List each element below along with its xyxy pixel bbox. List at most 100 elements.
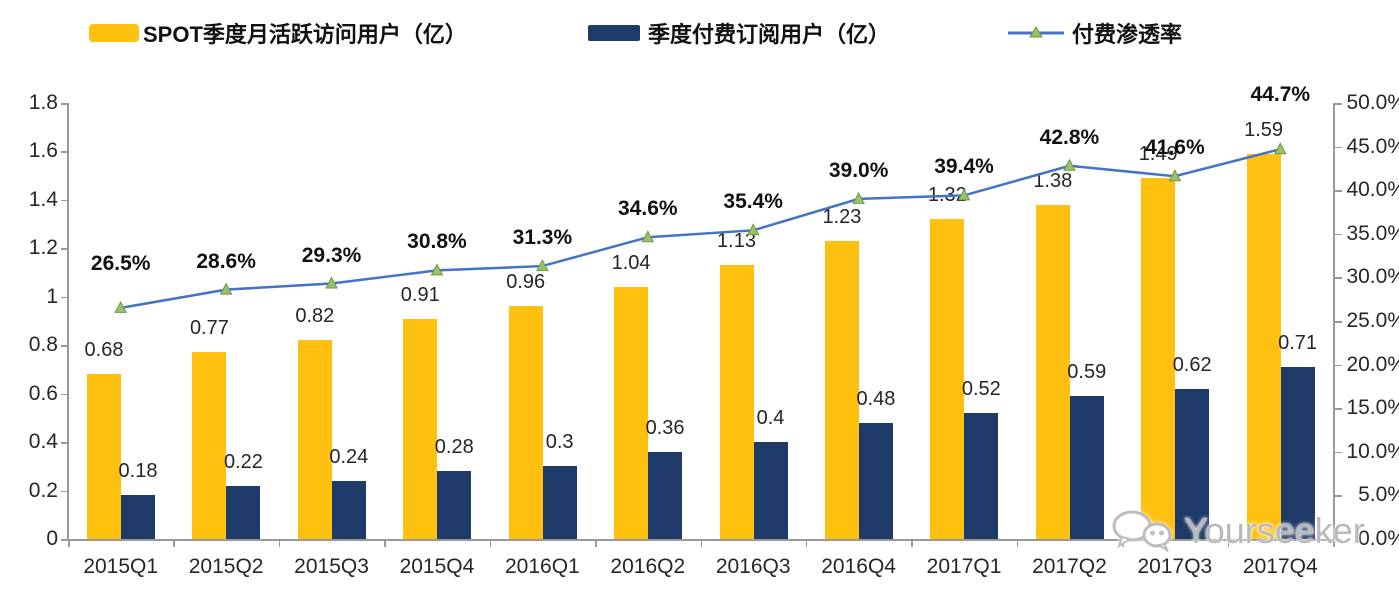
mau-bar (614, 287, 649, 539)
penetration-point-marker (1063, 158, 1076, 171)
watermark-text: Yourseeker (1184, 510, 1365, 551)
x-axis-label: 2015Q4 (399, 555, 475, 578)
legend-label-mau: SPOT季度月活跃访问用户（亿） (143, 22, 467, 47)
mau-bar (719, 265, 754, 539)
subscriber-bar (858, 422, 893, 539)
y-axis-right-label: 10.0% (1346, 439, 1399, 463)
mau-bar (192, 352, 227, 539)
subscriber-bar (1175, 388, 1210, 539)
x-axis-tick (1333, 541, 1335, 547)
mau-bar (403, 318, 438, 539)
y-axis-left-label: 1.8 (28, 91, 58, 114)
subscriber-bar (226, 485, 261, 539)
penetration-value-label: 39.4% (934, 155, 994, 179)
legend-item-mau: SPOT季度月活跃访问用户（亿） (89, 20, 467, 47)
subscriber-bar-value-label: 0.52 (961, 378, 1001, 401)
legend-item-penetration: 付费渗透率 (1008, 20, 1183, 47)
y-axis-left-label: 0.8 (28, 333, 58, 357)
y-axis-left-tick (61, 151, 67, 153)
y-axis-right-tick (1335, 190, 1342, 192)
subscriber-bar (121, 495, 155, 539)
y-axis-right-label: 30.0% (1346, 265, 1399, 289)
y-axis-right-label: 40.0% (1346, 178, 1399, 202)
penetration-value-label: 35.4% (723, 190, 783, 214)
penetration-value-label: 39.0% (828, 158, 889, 182)
penetration-value-label: 28.6% (196, 249, 256, 273)
subscriber-bar-value-label: 0.18 (118, 460, 158, 483)
x-axis-tick (805, 541, 808, 547)
subscriber-bar (437, 471, 472, 539)
y-axis-left-tick (61, 199, 67, 202)
x-axis-tick (384, 541, 386, 547)
mau-bar-value-label: 0.96 (506, 271, 546, 294)
y-axis-left-label: 1.6 (28, 139, 58, 163)
y-axis-left-tick (61, 345, 67, 347)
subscriber-bar-value-label: 0.24 (329, 445, 369, 468)
y-axis-right-tick (1335, 539, 1342, 541)
y-axis-right-tick (1335, 146, 1342, 149)
subscriber-bar (1280, 367, 1315, 539)
y-axis-right-label: 5.0% (1358, 483, 1399, 507)
line-marker-legend-icon (1008, 25, 1064, 41)
y-axis-right-tick (1335, 495, 1342, 497)
x-axis-tick (911, 541, 913, 547)
y-axis-left-tick (61, 103, 67, 105)
penetration-value-label: 30.8% (407, 230, 467, 254)
y-axis-right-label: 25.0% (1346, 309, 1399, 332)
penetration-value-label: 44.7% (1250, 83, 1311, 107)
y-axis-right-label: 15.0% (1346, 396, 1399, 420)
subscriber-bar-value-label: 0.71 (1278, 332, 1318, 355)
penetration-point-marker (219, 282, 233, 295)
subscriber-bar-value-label: 0.62 (1172, 353, 1212, 376)
y-axis-right-label: 35.0% (1346, 221, 1399, 245)
x-axis-label: 2015Q3 (294, 555, 369, 578)
wechat-icon (1112, 510, 1172, 552)
x-axis-line (67, 539, 1334, 541)
x-axis-label: 2015Q1 (83, 555, 159, 578)
x-axis-tick (68, 541, 70, 547)
x-axis-tick (489, 541, 492, 547)
mau-bar-value-label: 1.32 (927, 184, 967, 207)
subscriber-bar (1069, 396, 1104, 539)
subscribers-legend-swatch-icon (588, 25, 640, 41)
mau-bar-value-label: 0.68 (84, 339, 124, 362)
x-axis-label: 2016Q1 (504, 555, 580, 578)
penetration-point-marker (1273, 142, 1287, 155)
x-axis-tick (278, 541, 281, 547)
subscriber-bar (964, 413, 999, 539)
penetration-value-label: 42.8% (1039, 125, 1100, 149)
penetration-value-label: 26.5% (90, 251, 151, 275)
y-axis-left-tick (61, 539, 67, 541)
x-axis-label: 2017Q2 (1032, 555, 1107, 578)
y-axis-left-label: 1.4 (28, 187, 58, 211)
penetration-point-marker (430, 263, 444, 276)
x-axis-tick (1227, 541, 1230, 547)
mau-bar-value-label: 1.38 (1033, 169, 1073, 192)
y-axis-left-tick (61, 490, 67, 493)
y-axis-left-tick (61, 248, 67, 250)
subscriber-bar-value-label: 0.4 (756, 407, 785, 430)
penetration-point-marker (114, 300, 128, 313)
subscriber-bar-value-label: 0.59 (1067, 361, 1107, 384)
x-axis-tick (173, 541, 175, 547)
x-axis-label: 2016Q4 (821, 555, 896, 578)
subscriber-bar-value-label: 0.28 (434, 436, 474, 459)
subscriber-bar (331, 480, 366, 539)
mau-legend-swatch-icon (89, 24, 139, 42)
y-axis-right-label: 20.0% (1346, 352, 1399, 376)
legend-label-penetration: 付费渗透率 (1072, 22, 1183, 47)
y-axis-left-label: 0 (46, 527, 58, 550)
y-axis-left-tick (61, 393, 67, 396)
y-axis-left-label: 0.4 (28, 430, 58, 454)
mau-bar (508, 306, 543, 539)
x-axis-tick (595, 541, 597, 547)
mau-bar (297, 340, 332, 539)
subscriber-bar-value-label: 0.36 (645, 416, 685, 439)
mau-bar-value-label: 1.59 (1244, 118, 1284, 141)
subscriber-bar-value-label: 0.48 (856, 387, 896, 410)
legend-label-subscribers: 季度付费订阅用户（亿） (648, 22, 891, 47)
y-axis-right-tick (1335, 451, 1342, 454)
mau-bar-value-label: 1.13 (717, 230, 756, 253)
subscriber-bar-value-label: 0.22 (223, 450, 263, 473)
